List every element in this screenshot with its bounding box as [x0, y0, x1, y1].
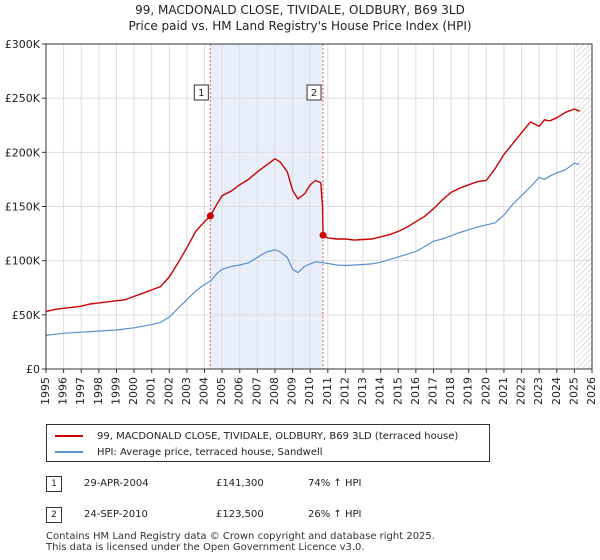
footer: Contains HM Land Registry data © Crown c…: [46, 531, 435, 553]
x-tick-label: 2024: [550, 377, 563, 405]
x-tick-label: 2008: [268, 377, 281, 405]
x-tick-label: 2000: [127, 377, 140, 405]
sale-label-box: [306, 84, 322, 101]
x-tick-label: 1998: [92, 377, 105, 405]
sale-point: [206, 212, 214, 220]
y-tick-label: £50K: [12, 309, 41, 322]
x-tick-label: 2020: [479, 377, 492, 405]
x-tick-label: 2007: [250, 377, 263, 405]
sale-hpi-change: 26% ↑ HPI: [308, 509, 362, 520]
x-tick-label: 1999: [109, 377, 122, 405]
sale-date: 24-SEP-2010: [84, 509, 148, 520]
sale-label: 1: [198, 88, 204, 99]
sale-marker-box: 1: [46, 476, 62, 492]
x-tick-label: 2016: [409, 377, 422, 405]
sale-price: £123,500: [216, 509, 264, 520]
x-tick-label: 1997: [74, 377, 87, 405]
x-tick-label: 2010: [303, 377, 316, 405]
legend-item-property: 99, MACDONALD CLOSE, TIVIDALE, OLDBURY, …: [55, 429, 458, 443]
plot-frame: [45, 43, 593, 370]
series-line-hpi: [45, 162, 580, 336]
title-line-2: Price paid vs. HM Land Registry's House …: [128, 19, 472, 33]
legend: 99, MACDONALD CLOSE, TIVIDALE, OLDBURY, …: [46, 424, 490, 462]
x-tick-label: 2003: [180, 377, 193, 405]
x-tick-label: 2006: [233, 377, 246, 405]
footer-licence: This data is licensed under the Open Gov…: [46, 542, 365, 553]
sale-marker-box: 2: [46, 507, 62, 523]
x-tick-label: 2013: [356, 377, 369, 405]
x-tick-label: 2002: [162, 377, 175, 405]
footer-copyright: Contains HM Land Registry data © Crown c…: [46, 531, 435, 542]
legend-label-property: 99, MACDONALD CLOSE, TIVIDALE, OLDBURY, …: [97, 430, 459, 442]
sale-point: [319, 231, 327, 239]
legend-swatch-hpi: [55, 451, 83, 453]
x-tick-label: 2001: [145, 377, 158, 405]
y-tick-label: £0: [26, 363, 40, 376]
sale-hpi-change: 74% ↑ HPI: [308, 478, 362, 489]
legend-label-hpi: HPI: Average price, terraced house, Sand…: [97, 446, 323, 458]
x-tick-label: 2017: [426, 377, 439, 405]
y-tick-label: £150K: [5, 201, 41, 214]
x-tick-label: 2022: [515, 377, 528, 405]
x-tick-label: 2015: [391, 377, 404, 405]
legend-item-hpi: HPI: Average price, terraced house, Sand…: [55, 445, 323, 459]
title-line-1: 99, MACDONALD CLOSE, TIVIDALE, OLDBURY, …: [135, 3, 465, 17]
sale-price: £141,300: [216, 478, 264, 489]
series-line-property: [45, 108, 580, 313]
price-chart: 1995 1996 1997 1998 1999 2000 2001 2002 2003 2004…: [5, 38, 598, 405]
x-tick-label: 2012: [338, 377, 351, 405]
x-tick-label: 2014: [374, 377, 387, 405]
sale-label-box: [193, 84, 209, 101]
legend-swatch-property: [55, 435, 83, 437]
x-tick-label: 2018: [444, 377, 457, 405]
y-tick-label: £100K: [5, 255, 41, 268]
x-tick-label: 2009: [286, 377, 299, 405]
chart-title: 99, MACDONALD CLOSE, TIVIDALE, OLDBURY, …: [0, 2, 600, 34]
x-tick-label: 1995: [39, 377, 52, 405]
y-tick-label: £300K: [5, 38, 41, 51]
x-tick-label: 2011: [321, 377, 334, 405]
x-tick-label: 2025: [567, 377, 580, 405]
x-tick-label: 2019: [462, 377, 475, 405]
x-tick-label: 2004: [198, 377, 211, 405]
sale-date: 29-APR-2004: [84, 478, 149, 489]
x-tick-label: 2023: [532, 377, 545, 405]
x-tick-label: 1996: [57, 377, 70, 405]
sale-label: 2: [311, 88, 317, 99]
y-tick-label: £200K: [5, 146, 41, 159]
x-tick-label: 2026: [585, 377, 598, 405]
y-tick-label: £250K: [5, 92, 41, 105]
x-tick-label: 2021: [497, 377, 510, 405]
x-tick-label: 2005: [215, 377, 228, 405]
